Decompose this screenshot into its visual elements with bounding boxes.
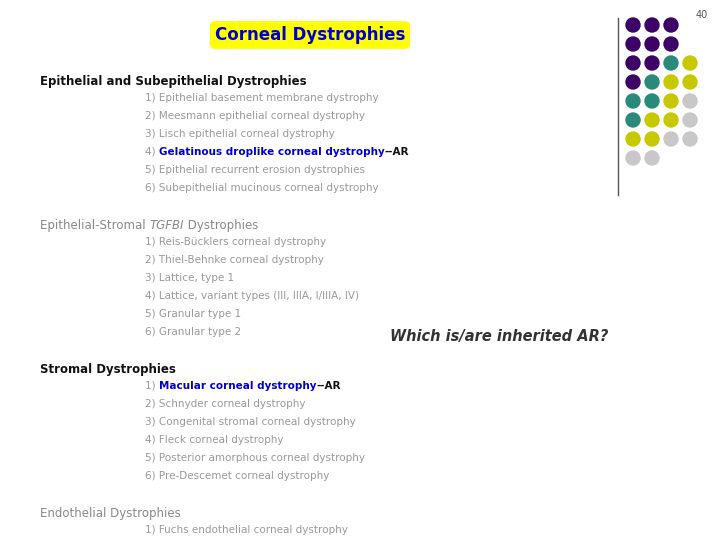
Text: Dystrophies: Dystrophies	[184, 219, 258, 232]
Text: 2) Schnyder corneal dystrophy: 2) Schnyder corneal dystrophy	[145, 399, 305, 409]
Circle shape	[626, 94, 640, 108]
Text: Epithelial and Subepithelial Dystrophies: Epithelial and Subepithelial Dystrophies	[40, 75, 307, 88]
Text: 1) Fuchs endothelial corneal dystrophy: 1) Fuchs endothelial corneal dystrophy	[145, 525, 348, 535]
Circle shape	[626, 113, 640, 127]
Circle shape	[645, 151, 659, 165]
Circle shape	[664, 18, 678, 32]
Circle shape	[645, 37, 659, 51]
Circle shape	[664, 113, 678, 127]
Text: 4): 4)	[145, 147, 159, 157]
Text: Macular corneal dystrophy: Macular corneal dystrophy	[159, 381, 316, 391]
Circle shape	[664, 75, 678, 89]
Text: Gelatinous droplike corneal dystrophy: Gelatinous droplike corneal dystrophy	[159, 147, 384, 157]
Circle shape	[664, 56, 678, 70]
Circle shape	[645, 75, 659, 89]
Text: 6) Pre-Descemet corneal dystrophy: 6) Pre-Descemet corneal dystrophy	[145, 471, 329, 481]
Circle shape	[645, 94, 659, 108]
Text: 1) Epithelial basement membrane dystrophy: 1) Epithelial basement membrane dystroph…	[145, 93, 379, 103]
Circle shape	[683, 75, 697, 89]
Text: 2) Meesmann epithelial corneal dystrophy: 2) Meesmann epithelial corneal dystrophy	[145, 111, 365, 121]
Circle shape	[645, 18, 659, 32]
Text: 1) Reis-Bücklers corneal dystrophy: 1) Reis-Bücklers corneal dystrophy	[145, 237, 326, 247]
Text: 40: 40	[696, 10, 708, 20]
Circle shape	[683, 113, 697, 127]
Text: 5) Posterior amorphous corneal dystrophy: 5) Posterior amorphous corneal dystrophy	[145, 453, 365, 463]
Text: 4) Lattice, variant types (III, IIIA, I/IIIA, IV): 4) Lattice, variant types (III, IIIA, I/…	[145, 291, 359, 301]
Circle shape	[683, 132, 697, 146]
Text: 3) Congenital stromal corneal dystrophy: 3) Congenital stromal corneal dystrophy	[145, 417, 356, 427]
Text: Stromal Dystrophies: Stromal Dystrophies	[40, 363, 176, 376]
Circle shape	[645, 113, 659, 127]
Circle shape	[664, 94, 678, 108]
Text: 2) Thiel-Behnke corneal dystrophy: 2) Thiel-Behnke corneal dystrophy	[145, 255, 324, 265]
Text: 4) Fleck corneal dystrophy: 4) Fleck corneal dystrophy	[145, 435, 284, 445]
Text: 5) Granular type 1: 5) Granular type 1	[145, 309, 241, 319]
Circle shape	[645, 132, 659, 146]
Text: 1): 1)	[145, 381, 159, 391]
Circle shape	[626, 132, 640, 146]
Text: TGFBI: TGFBI	[149, 219, 184, 232]
Circle shape	[626, 56, 640, 70]
Text: 6) Granular type 2: 6) Granular type 2	[145, 327, 241, 337]
Text: Epithelial-Stromal: Epithelial-Stromal	[40, 219, 149, 232]
Circle shape	[664, 132, 678, 146]
Circle shape	[626, 151, 640, 165]
Circle shape	[645, 56, 659, 70]
Text: 6) Subepithelial mucinous corneal dystrophy: 6) Subepithelial mucinous corneal dystro…	[145, 183, 379, 193]
Text: Corneal Dystrophies: Corneal Dystrophies	[215, 26, 405, 44]
Text: 5) Epithelial recurrent erosion dystrophies: 5) Epithelial recurrent erosion dystroph…	[145, 165, 365, 175]
Text: Endothelial Dystrophies: Endothelial Dystrophies	[40, 507, 181, 520]
Circle shape	[683, 94, 697, 108]
Text: Which is/are inherited AR?: Which is/are inherited AR?	[390, 328, 608, 343]
Circle shape	[683, 56, 697, 70]
Circle shape	[626, 75, 640, 89]
Circle shape	[626, 18, 640, 32]
Circle shape	[664, 37, 678, 51]
Circle shape	[626, 37, 640, 51]
Text: 3) Lisch epithelial corneal dystrophy: 3) Lisch epithelial corneal dystrophy	[145, 129, 335, 139]
Text: --AR: --AR	[316, 381, 341, 391]
Text: 3) Lattice, type 1: 3) Lattice, type 1	[145, 273, 234, 283]
Text: --AR: --AR	[384, 147, 409, 157]
